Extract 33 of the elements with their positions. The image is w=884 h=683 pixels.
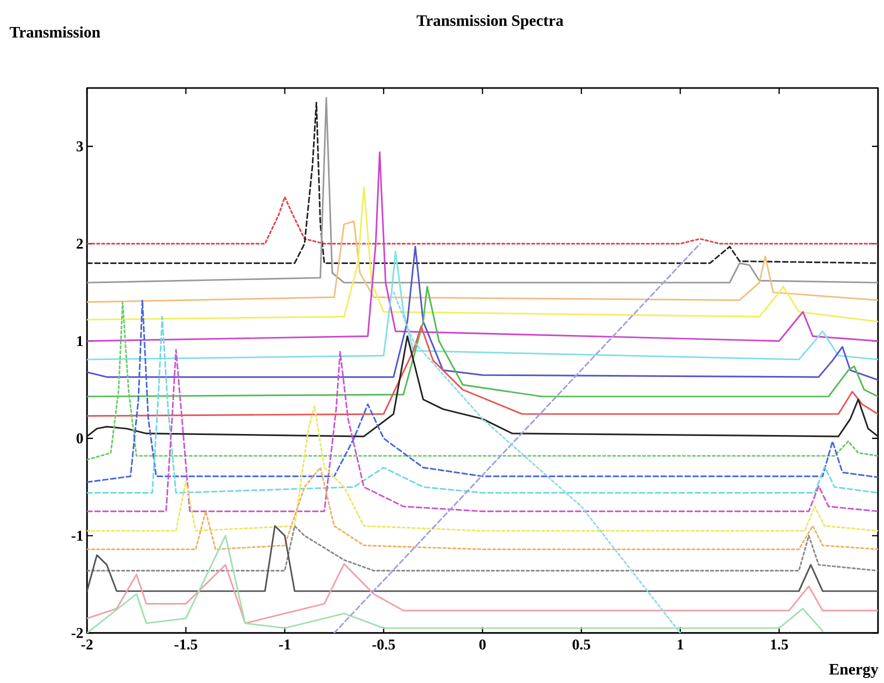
line-series [87,348,878,512]
y-tick-label: 1 [77,336,83,346]
line-series [87,326,878,417]
line-series [87,186,878,322]
x-tick-label: 0 [479,639,486,650]
y-axis-title: Transmission [10,26,100,38]
line-series [87,196,878,244]
chart-title: Transmission Spectra [416,14,564,30]
x-tick-label: -0.5 [372,639,395,650]
line-series [87,466,878,550]
line-series [392,292,682,633]
line-series [87,563,878,624]
x-tick-label: 1.5 [771,640,788,650]
y-tick-label: -2 [72,628,83,638]
x-tick-label: 1 [678,640,684,650]
line-series [87,286,878,398]
x-tick-label: -1 [279,640,290,650]
line-series [87,335,878,438]
line-series [87,250,878,360]
y-tick-label: 2 [76,238,83,249]
y-tick-label: 3 [76,141,83,152]
line-series [87,525,878,592]
line-series [87,151,878,342]
x-tick-label: 0.5 [572,639,590,650]
line-series [87,220,878,303]
x-axis-title: Energy [829,664,878,678]
line-series [87,534,824,633]
line-series [87,405,878,532]
y-tick-label: -1 [72,530,83,541]
y-tick-label: 0 [76,433,83,444]
line-series [87,525,878,572]
line-series [87,246,878,381]
x-tick-label: -1.5 [174,640,198,650]
